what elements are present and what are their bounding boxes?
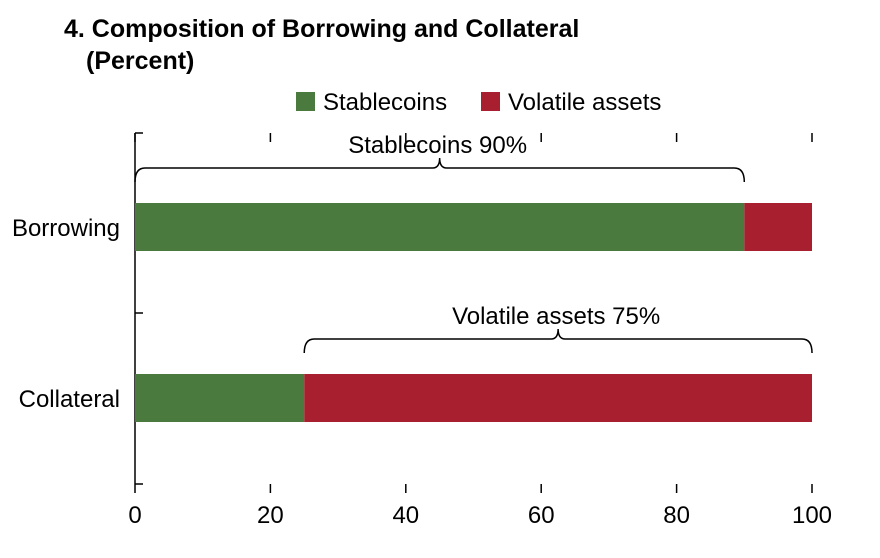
category-label-collateral: Collateral: [19, 386, 120, 413]
chart-title: 4. Composition of Borrowing and Collater…: [64, 15, 579, 43]
legend-swatch-stablecoins: [296, 92, 315, 111]
bar-borrowing-volatile-assets: [744, 203, 812, 251]
annotation-label: Volatile assets 75%: [452, 303, 660, 330]
legend-swatch-volatile-assets: [481, 92, 500, 111]
bar-borrowing-stablecoins: [135, 203, 745, 251]
x-tick-label: 100: [792, 502, 832, 529]
bars: [135, 203, 812, 422]
legend-label-volatile-assets: Volatile assets: [508, 89, 661, 116]
legend-label-stablecoins: Stablecoins: [323, 89, 447, 116]
x-tick-label: 0: [128, 502, 141, 529]
bar-collateral-volatile-assets: [304, 374, 812, 422]
x-tick-label: 60: [528, 502, 555, 529]
axes: 0 20 40 60 80 100 Borrowing Collateral: [12, 132, 832, 529]
x-tick-label: 20: [257, 502, 284, 529]
category-label-borrowing: Borrowing: [12, 215, 120, 242]
annotation-label: Stablecoins 90%: [348, 132, 527, 159]
x-tick-label: 40: [392, 502, 419, 529]
bar-collateral-stablecoins: [135, 374, 305, 422]
annotation-brace: [303, 328, 813, 354]
legend: Stablecoins Volatile assets: [296, 89, 661, 116]
x-tick-label: 80: [663, 502, 690, 529]
chart-subtitle: (Percent): [86, 47, 194, 75]
annotation-brace: [134, 157, 746, 183]
annotations: Stablecoins 90% Volatile assets 75%: [134, 132, 813, 354]
